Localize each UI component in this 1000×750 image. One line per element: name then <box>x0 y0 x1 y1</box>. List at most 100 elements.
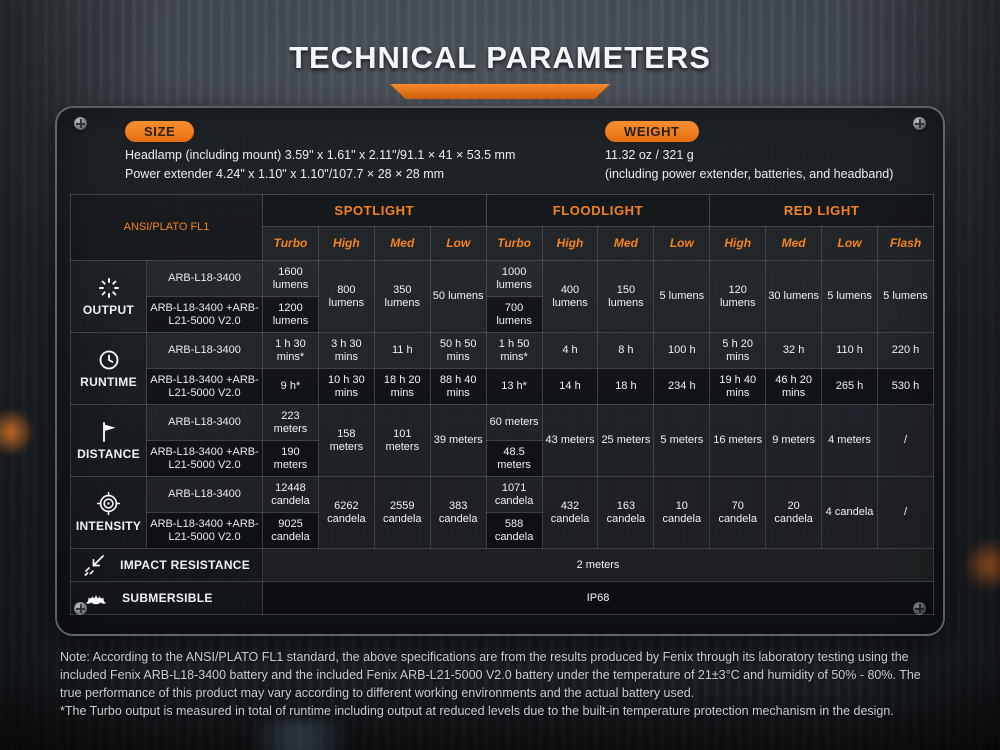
spec-cell: 150 lumens <box>597 260 655 333</box>
impact-row: IMPACT RESISTANCE 2 meters <box>69 548 934 582</box>
row-label-intensity: INTENSITY <box>70 476 147 549</box>
spec-cell: 350 lumens <box>373 260 431 333</box>
battery-cell: ARB-L18-3400 <box>145 332 264 369</box>
spec-cell: 8 h <box>597 332 655 369</box>
spec-cell: 12448 candela <box>262 476 319 513</box>
row-label-runtime: RUNTIME <box>70 332 147 405</box>
spec-cell: 800 lumens <box>317 260 375 333</box>
spec-cell: 1 h 50 mins* <box>485 332 543 369</box>
spec-cell: 5 meters <box>653 404 711 477</box>
mode-header: High <box>709 226 767 261</box>
spec-cell: 30 lumens <box>765 260 823 333</box>
battery-cell: ARB-L18-3400 +ARB-L21-5000 V2.0 <box>145 512 264 549</box>
runtime-row-1: RUNTIME ARB-L18-3400 1 h 30 mins* 3 h 30… <box>70 332 935 405</box>
battery-cell: ARB-L18-3400 <box>145 404 264 441</box>
spec-cell: 6262 candela <box>317 476 375 549</box>
spec-cell: 530 h <box>876 368 935 405</box>
row-label-impact: IMPACT RESISTANCE <box>69 548 264 582</box>
spec-cell: 190 meters <box>262 440 319 477</box>
battery-cell: ARB-L18-3400 <box>145 476 264 513</box>
spec-cell: 4 candela <box>821 476 878 549</box>
spec-cell: 10 h 30 mins <box>317 368 375 405</box>
spec-cell: 60 meters <box>485 404 543 441</box>
size-line-power-extender: Power extender 4.24" x 1.10" x 1.10"/107… <box>125 167 445 181</box>
spec-cell: 1071 candela <box>485 476 543 513</box>
weight-value: 11.32 oz / 321 g <box>605 147 694 162</box>
row-label-text: RUNTIME <box>80 374 137 389</box>
group-redlight: RED LIGHT <box>709 194 934 227</box>
spec-cell: 43 meters <box>541 404 599 477</box>
spec-cell: 400 lumens <box>541 260 599 333</box>
spec-cell: 4 meters <box>821 404 878 477</box>
spec-cell: 46 h 20 mins <box>765 368 823 405</box>
spec-cell: 110 h <box>821 332 878 369</box>
mode-header: Turbo <box>485 226 543 261</box>
spec-cell: 48.5 meters <box>485 440 543 477</box>
spec-cell: 88 h 40 mins <box>429 368 487 405</box>
spec-cell: 234 h <box>653 368 711 405</box>
row-label-output: OUTPUT <box>70 260 147 333</box>
spec-cell: 39 meters <box>429 404 487 477</box>
submersible-row: SUBMERSIBLE IP68 <box>69 581 934 615</box>
spec-cell: 588 candela <box>485 512 543 549</box>
spec-cell: 2 meters <box>262 548 934 582</box>
mode-header: Med <box>765 226 823 261</box>
row-label-text: IMPACT RESISTANCE <box>120 557 251 572</box>
mode-header-row: Turbo High Med Low Turbo High Med Low Hi… <box>71 226 935 261</box>
title-ribbon <box>390 84 610 99</box>
battery-cell: ARB-L18-3400 +ARB-L21-5000 V2.0 <box>145 440 264 477</box>
footnote-standard: Note: According to the ANSI/PLATO FL1 st… <box>60 650 921 700</box>
row-label-text: OUTPUT <box>82 302 135 317</box>
spec-cell: 1000 lumens <box>485 260 543 297</box>
mode-header: Med <box>597 226 655 261</box>
spec-cell: 3 h 30 mins <box>317 332 375 369</box>
spec-cell: 32 h <box>765 332 823 369</box>
battery-cell: ARB-L18-3400 +ARB-L21-5000 V2.0 <box>145 296 264 333</box>
flag-icon <box>102 422 115 442</box>
footnotes: Note: According to the ANSI/PLATO FL1 st… <box>60 648 942 720</box>
impact-icon <box>84 555 104 576</box>
mode-header: Turbo <box>262 226 319 261</box>
mode-header: Med <box>373 226 431 261</box>
output-row-1: OUTPUT ARB-L18-3400 1600 lumens 800 lume… <box>70 260 935 333</box>
screw-icon <box>74 117 87 130</box>
spec-cell: 13 h* <box>485 368 543 405</box>
spec-cell: 50 h 50 mins <box>429 332 487 369</box>
spec-cell: 11 h <box>373 332 431 369</box>
spec-cell: 223 meters <box>262 404 319 441</box>
spec-cell: 18 h <box>597 368 655 405</box>
footnote-turbo: *The Turbo output is measured in total o… <box>60 704 894 718</box>
size-badge: SIZE <box>125 121 195 142</box>
row-label-submersible: SUBMERSIBLE <box>69 581 264 615</box>
spec-cell: 9 h* <box>262 368 319 405</box>
spec-cell: 19 h 40 mins <box>709 368 767 405</box>
spec-cell: IP68 <box>262 581 934 615</box>
spec-cell: 1600 lumens <box>262 260 319 297</box>
spec-cell: 383 candela <box>429 476 487 549</box>
spec-cell: 9025 candela <box>262 512 319 549</box>
spec-cell: / <box>876 476 935 549</box>
distance-row-2: ARB-L18-3400 +ARB-L21-5000 V2.0 190 mete… <box>71 440 934 477</box>
spec-cell: 9 meters <box>765 404 823 477</box>
spec-cell: 5 h 20 mins <box>709 332 767 369</box>
size-section: SIZE Headlamp (including mount) 3.59" x … <box>125 121 595 181</box>
spec-cell: 50 lumens <box>429 260 487 333</box>
spec-cell: 163 candela <box>597 476 655 549</box>
screw-icon <box>913 117 926 130</box>
spec-cell: 16 meters <box>709 404 767 477</box>
spec-panel: SIZE Headlamp (including mount) 3.59" x … <box>55 106 945 636</box>
spec-cell: 220 h <box>876 332 935 369</box>
runtime-row-2: ARB-L18-3400 +ARB-L21-5000 V2.0 9 h* 10 … <box>71 368 935 405</box>
mode-header: Low <box>429 226 487 261</box>
page-title: TECHNICAL PARAMETERS <box>289 40 711 75</box>
spec-cell: 100 h <box>653 332 711 369</box>
spec-cell: 1200 lumens <box>262 296 319 333</box>
spec-cell: 10 candela <box>653 476 711 549</box>
row-label-text: SUBMERSIBLE <box>122 590 213 605</box>
group-header-row: ANSI/PLATO FL1 SPOTLIGHT FLOODLIGHT RED … <box>69 194 934 261</box>
ansi-fl1-label: ANSI/PLATO FL1 <box>69 194 264 261</box>
spec-cell: 265 h <box>821 368 878 405</box>
spec-cell: 25 meters <box>597 404 655 477</box>
spec-table: ANSI/PLATO FL1 SPOTLIGHT FLOODLIGHT RED … <box>69 194 935 615</box>
intensity-row-2: ARB-L18-3400 +ARB-L21-5000 V2.0 9025 can… <box>71 512 934 549</box>
